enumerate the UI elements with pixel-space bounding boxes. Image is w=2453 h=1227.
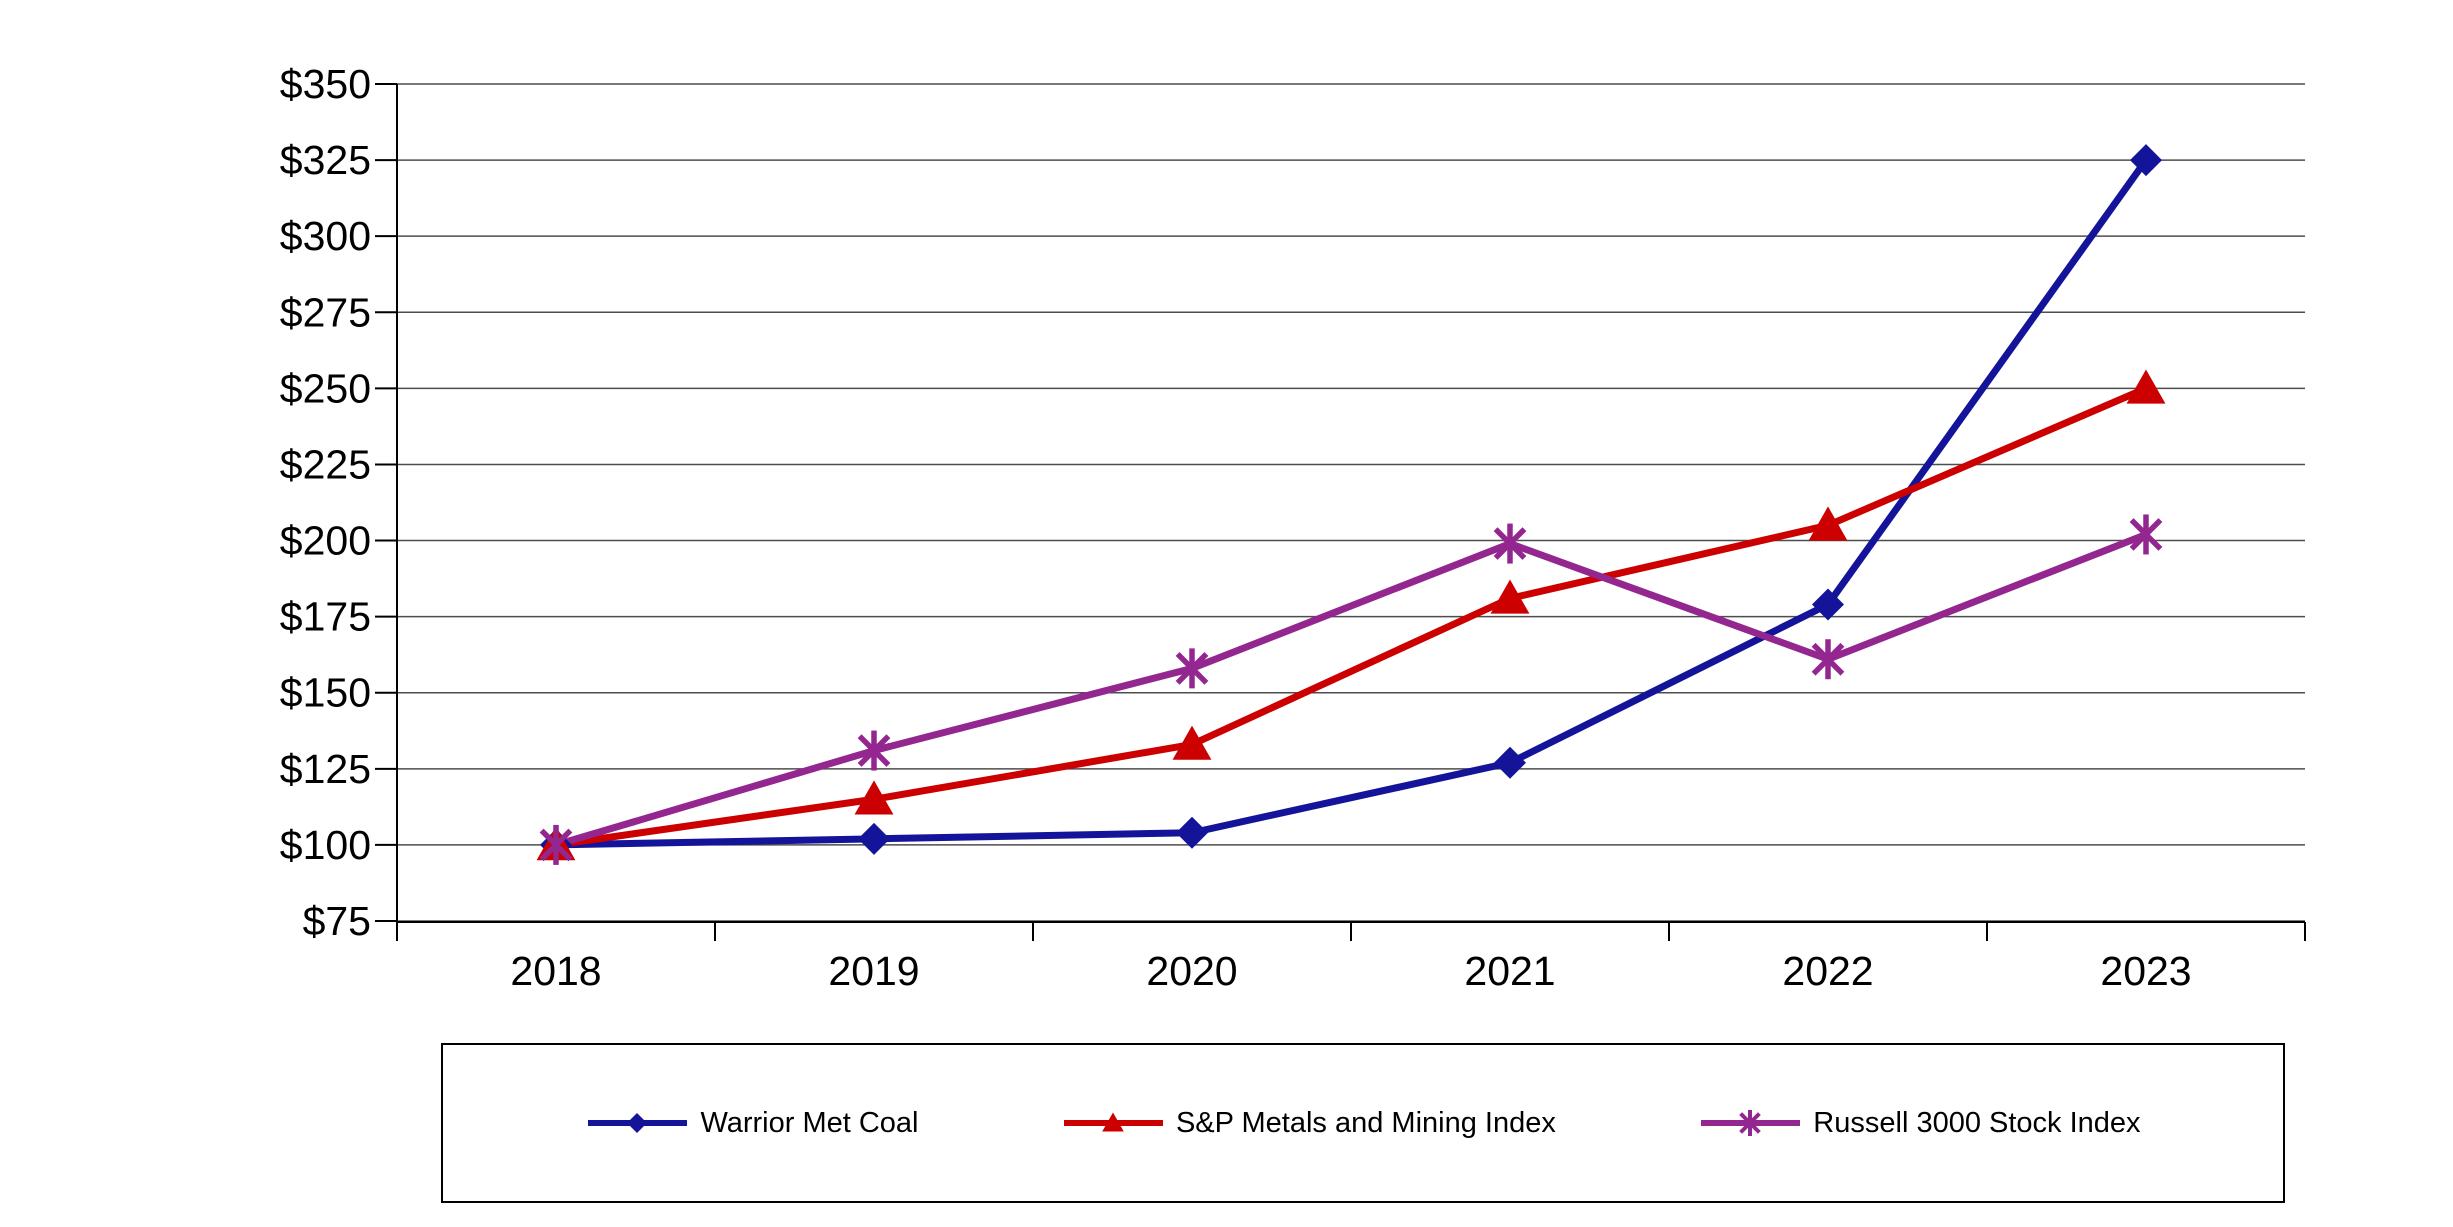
legend-item-warrior-met-coal: Warrior Met Coal xyxy=(585,1101,919,1145)
svg-text:$325: $325 xyxy=(280,137,371,183)
svg-text:$100: $100 xyxy=(280,822,371,868)
svg-text:$150: $150 xyxy=(280,670,371,716)
svg-text:2020: 2020 xyxy=(1146,948,1237,994)
svg-text:2019: 2019 xyxy=(828,948,919,994)
svg-text:2023: 2023 xyxy=(2100,948,2191,994)
legend-asterisk-marker-icon xyxy=(1701,1110,1801,1136)
svg-text:$75: $75 xyxy=(303,898,371,944)
legend-item-sp-metals-mining: S&P Metals and Mining Index xyxy=(1061,1101,1556,1145)
svg-text:2022: 2022 xyxy=(1782,948,1873,994)
legend-label: S&P Metals and Mining Index xyxy=(1175,1106,1556,1139)
svg-text:$350: $350 xyxy=(280,61,371,107)
svg-text:2021: 2021 xyxy=(1464,948,1555,994)
legend-triangle-marker-icon xyxy=(1063,1112,1163,1132)
svg-text:$275: $275 xyxy=(280,289,371,335)
legend-diamond-marker-icon xyxy=(588,1113,688,1133)
legend-label: Warrior Met Coal xyxy=(700,1106,919,1139)
svg-text:$300: $300 xyxy=(280,213,371,259)
svg-text:$125: $125 xyxy=(280,746,371,792)
legend-label: Russell 3000 Stock Index xyxy=(1813,1106,2141,1139)
svg-text:$225: $225 xyxy=(280,441,371,487)
legend-item-russell-3000: Russell 3000 Stock Index xyxy=(1698,1101,2141,1145)
svg-text:$175: $175 xyxy=(280,594,371,640)
chart-legend: Warrior Met Coal S&P Metals and Mining I… xyxy=(441,1043,2285,1203)
svg-text:$250: $250 xyxy=(280,365,371,411)
svg-text:2018: 2018 xyxy=(510,948,601,994)
svg-text:$200: $200 xyxy=(280,518,371,564)
